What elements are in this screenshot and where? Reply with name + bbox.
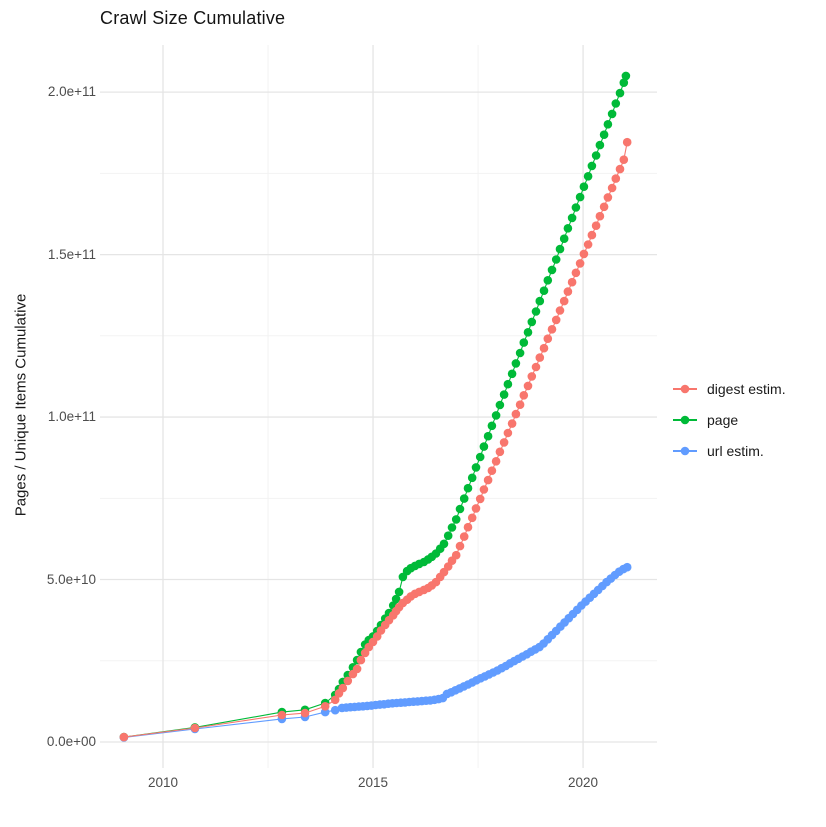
legend-label: digest estim. bbox=[707, 381, 786, 397]
legend-label: page bbox=[707, 412, 739, 428]
legend: digest estim. page url estim. bbox=[672, 377, 786, 470]
x-tick-label: 2015 bbox=[358, 775, 389, 790]
legend-key-icon bbox=[673, 446, 697, 456]
y-tick-label: 2.0e+11 bbox=[47, 84, 96, 100]
series-digest-estim- bbox=[119, 137, 632, 742]
y-tick-label: 5.0e+10 bbox=[46, 571, 96, 587]
y-axis-title: Pages / Unique Items Cumulative bbox=[12, 293, 30, 517]
gridlines-major bbox=[100, 45, 657, 768]
x-tick-label: 2020 bbox=[568, 775, 599, 790]
chart-title: Crawl Size Cumulative bbox=[100, 8, 286, 28]
x-tick-label: 2010 bbox=[147, 775, 179, 790]
legend-item-page: page bbox=[672, 408, 786, 432]
y-tick-label: 1.5e+11 bbox=[47, 246, 96, 262]
y-tick-label: 1.0e+11 bbox=[47, 409, 96, 425]
legend-item-url-estim: url estim. bbox=[672, 439, 786, 463]
legend-key-icon bbox=[673, 384, 697, 394]
gridlines-minor bbox=[100, 45, 657, 768]
legend-key-icon bbox=[673, 415, 697, 425]
legend-label: url estim. bbox=[707, 443, 764, 459]
legend-item-digest-estim: digest estim. bbox=[672, 377, 786, 401]
series-url-estim- bbox=[119, 562, 632, 742]
y-tick-label: 0.0e+00 bbox=[46, 734, 96, 749]
